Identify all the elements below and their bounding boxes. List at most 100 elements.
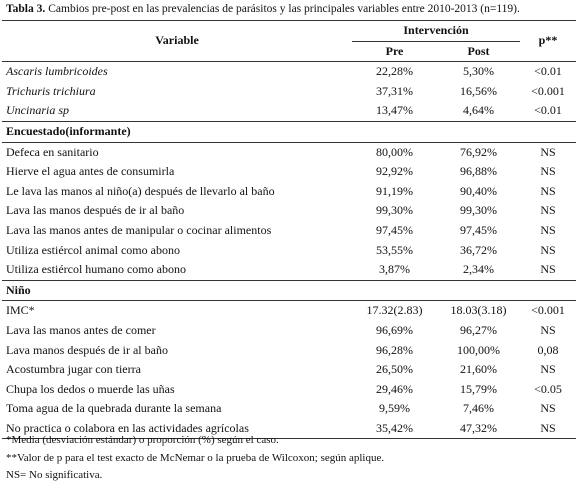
- post-cell: 16,56%: [460, 83, 497, 98]
- table-row: Le lava las manos al niño(a) después de …: [2, 182, 576, 202]
- caption-text: Cambios pre-post en las prevalencias de …: [48, 3, 520, 15]
- table-body: Ascaris lumbricoides 22,28% 5,30% <0.01 Tric…: [2, 62, 577, 439]
- header-intervention: Intervención: [352, 20, 521, 42]
- post-cell: 18.03(3.18): [450, 303, 507, 318]
- pre-cell: 80,00%: [376, 144, 413, 159]
- variable-cell: Utiliza estiércol humano como abono: [6, 262, 186, 277]
- pre-cell: 92,92%: [376, 164, 413, 179]
- table-row: Trichuris trichiura 37,31% 16,56% <0.001: [2, 82, 576, 102]
- table-row: Defeca en sanitario 80,00% 76,92% NS: [2, 142, 576, 162]
- variable-cell: Toma agua de la quebrada durante la sema…: [6, 401, 222, 416]
- post-cell: 99,30%: [460, 203, 497, 218]
- variable-cell: Lava las manos después de ir al baño: [6, 203, 185, 218]
- caption: Tabla 3. Cambios pre-post en las prevalen…: [6, 3, 520, 15]
- variable-cell: Acostumbra jugar con tierra: [6, 362, 141, 377]
- p-cell: 0,08: [537, 342, 559, 357]
- header-pre: Pre: [385, 43, 404, 58]
- post-cell: 5,30%: [463, 64, 494, 79]
- post-cell: 76,92%: [460, 144, 497, 159]
- p-cell: NS: [540, 183, 556, 198]
- variable-cell: Lava las manos antes de comer: [6, 322, 156, 337]
- pre-cell: 26,50%: [376, 362, 413, 377]
- post-cell: 21,60%: [460, 362, 497, 377]
- pre-cell: 3,87%: [379, 262, 410, 277]
- pre-cell: 22,28%: [376, 64, 413, 79]
- table-row: Lava manos después de ir al baño 96,28% 10…: [2, 341, 576, 361]
- variable-cell: Trichuris trichiura: [6, 83, 96, 98]
- section-title: Encuestado(informante): [6, 123, 131, 138]
- p-cell: NS: [540, 401, 556, 416]
- table-row: Lava las manos antes de comer 96,69% 96,27…: [2, 321, 576, 341]
- table-row: Acostumbra jugar con tierra 26,50% 21,60% N…: [2, 360, 576, 380]
- table-row: Ascaris lumbricoides 22,28% 5,30% <0.01: [2, 62, 576, 82]
- post-cell: 36,72%: [460, 242, 497, 257]
- pre-cell: 9,59%: [379, 401, 410, 416]
- p-cell: NS: [540, 322, 556, 337]
- p-cell: NS: [540, 262, 556, 277]
- post-cell: 96,88%: [460, 164, 497, 179]
- pre-cell: 17.32(2.83): [366, 303, 423, 318]
- section-row: Encuestado(informante): [2, 121, 577, 143]
- variable-cell: Ascaris lumbricoides: [6, 64, 108, 79]
- variable-cell: Hierve el agua antes de consumirla: [6, 164, 175, 179]
- post-cell: 2,34%: [463, 262, 494, 277]
- post-cell: 4,64%: [463, 103, 494, 118]
- variable-cell: Lava manos después de ir al baño: [6, 342, 168, 357]
- footnote: *Media (desviación estándar) o proporció…: [6, 434, 279, 446]
- table-row: Utiliza estiércol animal como abono 53,55…: [2, 241, 576, 261]
- pre-cell: 91,19%: [376, 183, 413, 198]
- variable-cell: Lava las manos antes de manipular o coci…: [6, 222, 272, 237]
- p-cell: NS: [540, 242, 556, 257]
- pre-cell: 53,55%: [376, 242, 413, 257]
- pre-cell: 97,45%: [376, 222, 413, 237]
- p-cell: NS: [540, 203, 556, 218]
- variable-cell: Le lava las manos al niño(a) después de …: [6, 183, 275, 198]
- p-cell: <0.001: [531, 83, 565, 98]
- p-cell: NS: [540, 222, 556, 237]
- p-cell: <0.05: [534, 381, 562, 396]
- post-cell: 100,00%: [457, 342, 500, 357]
- table-row: No practica o colabora en las actividade…: [2, 419, 577, 439]
- p-cell: <0.01: [534, 64, 562, 79]
- p-cell: <0.001: [531, 303, 565, 318]
- section-row: Niño: [2, 280, 577, 301]
- post-cell: 15,79%: [460, 381, 497, 396]
- table-row: Uncinaria sp 13,47% 4,64% <0.01: [2, 101, 577, 122]
- table-row: IMC* 17.32(2.83) 18.03(3.18) <0.001: [2, 301, 576, 321]
- table-row: Chupa los dedos o muerde las uñas 29,46% 1…: [2, 380, 576, 400]
- post-cell: 7,46%: [463, 401, 494, 416]
- caption-label: Tabla 3.: [6, 3, 46, 15]
- variable-cell: Utiliza estiércol animal como abono: [6, 242, 180, 257]
- variable-cell: Chupa los dedos o muerde las uñas: [6, 381, 175, 396]
- pre-cell: 96,28%: [376, 342, 413, 357]
- pre-cell: 37,31%: [376, 83, 413, 98]
- table-row: Lava las manos después de ir al baño 99,3…: [2, 201, 576, 221]
- post-cell: 47,32%: [460, 420, 497, 435]
- header-variable: Variable: [2, 20, 352, 63]
- pre-cell: 96,69%: [376, 322, 413, 337]
- section-title: Niño: [6, 282, 31, 297]
- footnote: NS= No significativa.: [6, 469, 103, 481]
- variable-cell: IMC*: [6, 303, 35, 318]
- variable-cell: Defeca en sanitario: [6, 144, 99, 159]
- post-cell: 90,40%: [460, 183, 497, 198]
- pre-cell: 99,30%: [376, 203, 413, 218]
- table-row: Lava las manos antes de manipular o coci…: [2, 221, 576, 241]
- footnotes: *Media (desviación estándar) o proporció…: [6, 432, 384, 485]
- p-cell: NS: [540, 164, 556, 179]
- pre-cell: 35,42%: [376, 420, 413, 435]
- table-row: Hierve el agua antes de consumirla 92,92%…: [2, 162, 576, 182]
- p-cell: NS: [540, 144, 556, 159]
- post-cell: 97,45%: [460, 222, 497, 237]
- table-row: Toma agua de la quebrada durante la sema…: [2, 399, 576, 419]
- p-cell: NS: [540, 420, 556, 435]
- header-p: p**: [520, 20, 577, 63]
- p-cell: <0.01: [534, 103, 562, 118]
- variable-cell: No practica o colabora en las actividade…: [6, 420, 249, 435]
- table-row: Utiliza estiércol humano como abono 3,87%…: [2, 260, 577, 281]
- table: Variable Intervención p** Pre Post Ascar…: [2, 20, 577, 439]
- footnote: **Valor de p para el test exacto de McNe…: [6, 451, 385, 464]
- header-post: Post: [467, 43, 490, 58]
- p-cell: NS: [540, 362, 556, 377]
